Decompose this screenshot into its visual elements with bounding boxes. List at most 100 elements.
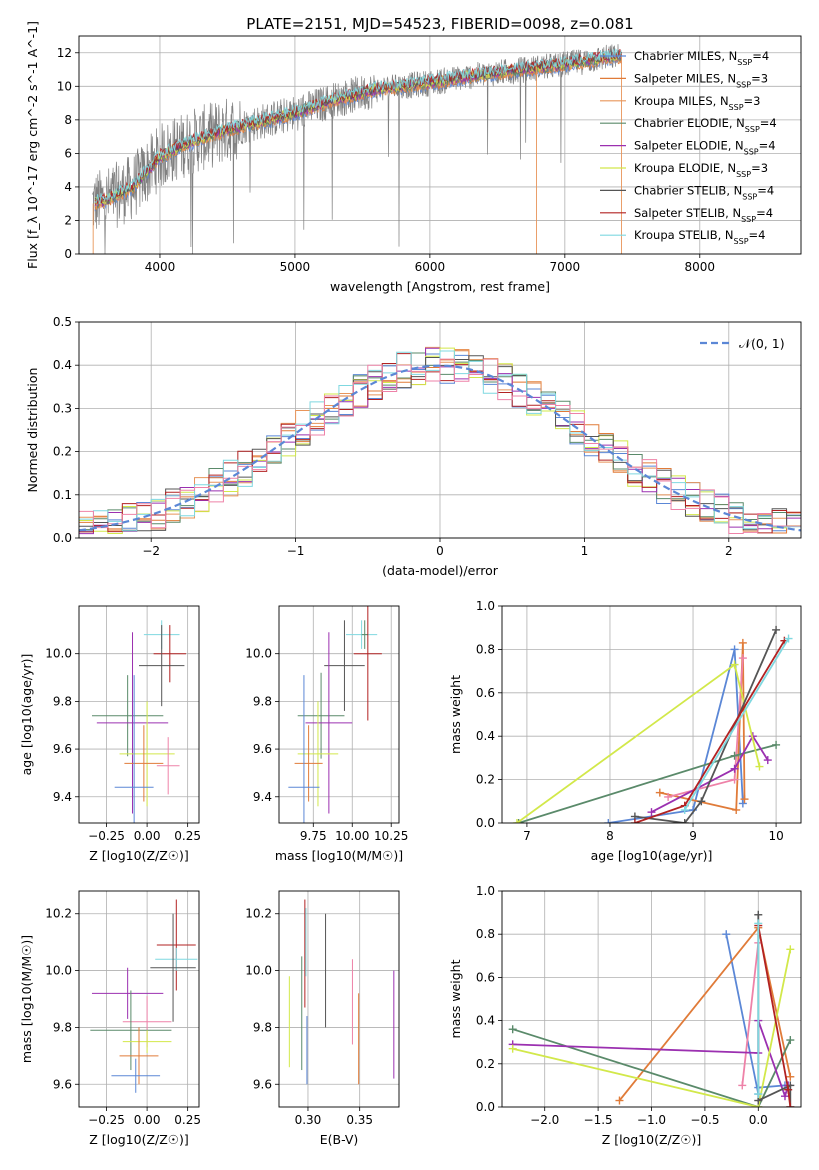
x-tick-label: 5000 xyxy=(280,260,311,274)
plus-marker xyxy=(738,638,747,647)
plus-marker xyxy=(780,1092,789,1101)
x-tick-label: −2.0 xyxy=(530,1113,559,1127)
plus-marker xyxy=(763,756,772,765)
plus-marker xyxy=(786,1072,795,1081)
x-axis-label: (data-model)/error xyxy=(382,563,499,578)
axes-frame xyxy=(78,890,200,1108)
y-tick-label: 2 xyxy=(64,213,72,227)
plus-marker xyxy=(664,792,673,801)
y-tick-label: 0.6 xyxy=(476,970,495,984)
plus-marker xyxy=(730,775,739,784)
y-tick-label: 9.8 xyxy=(253,1020,272,1034)
errorbar-point xyxy=(305,632,353,814)
plus-marker xyxy=(730,751,739,760)
x-tick-label: 10.00 xyxy=(335,829,369,843)
errorbar-point xyxy=(353,606,382,721)
axes-frame xyxy=(78,35,802,255)
plus-marker xyxy=(784,1085,793,1094)
errorbar-point xyxy=(124,725,164,802)
legend-label: Salpeter MILES, NSSP=3 xyxy=(634,71,768,89)
x-tick-label: 0 xyxy=(436,544,444,558)
axes-frame xyxy=(278,605,400,824)
errorbar-point xyxy=(119,701,175,807)
x-tick-label: 10 xyxy=(768,829,783,843)
errorbar-point xyxy=(297,672,345,759)
errorbar-point xyxy=(156,899,196,991)
panel-mass_weight_vs_age: 7 8 9 10 0.0 0.2 0.4 0.6 0.8 1.0 age [log10(age/yr… xyxy=(448,599,802,863)
y-tick-label: 8 xyxy=(64,113,72,127)
x-tick-label: 9 xyxy=(689,829,697,843)
x-tick-label: 0.00 xyxy=(134,829,161,843)
weight-series xyxy=(634,640,786,823)
y-axis-label: mass weight xyxy=(448,675,463,754)
y-tick-label: 9.4 xyxy=(253,790,272,804)
x-tick-label: −0.25 xyxy=(88,1113,125,1127)
grid xyxy=(502,605,801,824)
panel-spectrum: 4000 5000 6000 7000 8000 0 2 4 6 8 10 12 wavelength … xyxy=(25,15,802,294)
errorbar-point xyxy=(111,1058,161,1093)
grid xyxy=(279,891,399,1107)
y-tick-label: 9.6 xyxy=(253,742,272,756)
errorbar-point xyxy=(122,1030,172,1053)
y-tick-label: 10.0 xyxy=(45,964,72,978)
grid xyxy=(79,606,199,823)
plus-marker xyxy=(786,1036,795,1045)
plot-area xyxy=(288,606,382,823)
x-axis-label: mass [log10(M/M☉)] xyxy=(275,848,403,863)
errorbar-point xyxy=(324,620,365,711)
y-tick-label: 6 xyxy=(64,146,72,160)
x-tick-label: 2 xyxy=(725,544,733,558)
x-axis-label: E(B-V) xyxy=(320,1132,359,1147)
errorbar-point xyxy=(91,675,164,757)
plot-area xyxy=(90,899,198,1093)
y-axis-label: age [log10(age/yr)] xyxy=(19,654,34,776)
y-tick-label: 0.4 xyxy=(476,729,495,743)
errorbar-point xyxy=(114,675,154,823)
errorbar-point xyxy=(139,625,185,707)
plus-marker xyxy=(722,930,731,939)
x-tick-label: −2 xyxy=(142,544,160,558)
y-tick-label: 10.0 xyxy=(245,647,272,661)
x-axis-label: age [log10(age/yr)] xyxy=(591,848,713,863)
y-tick-label: 0.8 xyxy=(476,642,495,656)
plus-marker xyxy=(754,1090,763,1099)
x-tick-label: 10.25 xyxy=(374,829,408,843)
x-tick-label: 4000 xyxy=(145,260,176,274)
y-tick-label: 0.3 xyxy=(53,401,72,415)
y-tick-label: 10.2 xyxy=(45,907,72,921)
plus-marker xyxy=(772,625,781,634)
y-tick-label: 9.8 xyxy=(53,694,72,708)
chart-title: PLATE=2151, MJD=54523, FIBERID=0098, z=0… xyxy=(246,15,633,33)
y-tick-label: 0.4 xyxy=(476,1014,495,1028)
y-tick-label: 0.2 xyxy=(476,773,495,787)
plot-area xyxy=(79,346,801,535)
axes-frame xyxy=(78,605,200,824)
y-tick-label: 9.6 xyxy=(53,742,72,756)
plus-marker xyxy=(697,797,706,806)
plus-marker xyxy=(772,740,781,749)
x-tick-label: 6000 xyxy=(415,260,446,274)
x-tick-label: 0.0 xyxy=(749,1113,768,1127)
errorbar-point xyxy=(294,725,323,802)
plus-marker xyxy=(732,805,741,814)
panel-mass_weight_vs_z: −2.0 −1.5 −1.0 −0.5 0.0 0.0 0.2 0.4 0.6 0.8 1.0 Z [… xyxy=(448,884,802,1147)
plus-marker xyxy=(730,660,739,669)
y-tick-label: 4 xyxy=(64,180,72,194)
y-tick-label: 0.0 xyxy=(53,531,72,545)
x-tick-label: 1 xyxy=(581,544,589,558)
y-tick-label: 10.2 xyxy=(245,907,272,921)
y-axis-label: Normed distribution xyxy=(25,368,40,493)
panel-age_vs_mass: 9.75 10.00 10.25 9.4 9.6 9.8 10.0 mass [log10(M… xyxy=(245,605,408,863)
legend-label: Salpeter STELIB, NSSP=4 xyxy=(634,206,773,224)
y-axis-label: mass weight xyxy=(448,959,463,1038)
legend-label: Chabrier MILES, NSSP=4 xyxy=(634,49,769,67)
x-tick-label: 0.35 xyxy=(346,1113,373,1127)
plot-area xyxy=(512,625,793,823)
plus-marker xyxy=(740,795,749,804)
legend-label: Chabrier STELIB, NSSP=4 xyxy=(634,183,774,201)
x-tick-label: 9.75 xyxy=(300,829,327,843)
errorbar-point xyxy=(155,947,198,971)
y-tick-label: 10 xyxy=(57,79,72,93)
plus-marker xyxy=(754,919,763,928)
x-tick-label: −1.0 xyxy=(637,1113,666,1127)
